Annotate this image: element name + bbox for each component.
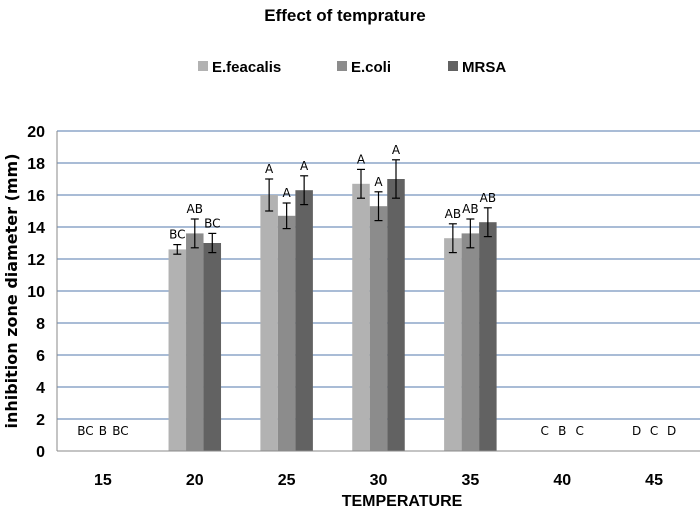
x-tick-label: 30 [370,472,388,489]
bar [479,222,497,451]
x-tick-label: 15 [94,472,112,489]
significance-label: AB [187,202,203,216]
error-bars [173,159,492,255]
y-tick-label: 20 [27,124,45,141]
y-tick-label: 2 [36,412,45,429]
bar [203,243,222,451]
bars [168,179,497,452]
y-tick-label: 10 [27,284,45,301]
bar [168,249,187,451]
legend-label: MRSA [462,59,506,76]
x-axis-label: TEMPERATURE [342,493,463,510]
legend-label: E.feacalis [212,59,281,76]
bar [186,233,204,451]
significance-label: C [650,424,658,438]
y-tick-label: 16 [27,188,45,205]
significance-label: C [576,424,584,438]
significance-label: BC [169,228,185,242]
significance-label: BC [77,424,93,438]
y-tick-label: 4 [36,380,45,397]
x-tick-label: 35 [461,472,479,489]
significance-label: B [99,424,107,438]
legend-swatch [337,61,347,71]
bar [369,206,388,451]
bar [461,233,480,451]
bar [260,195,278,451]
x-tick-label: 40 [553,472,571,489]
x-tick-label: 20 [186,472,204,489]
significance-label: AB [445,207,461,221]
significance-label: A [357,152,366,166]
significance-label: A [374,175,383,189]
bar [444,238,462,451]
x-tick-label: 25 [278,472,296,489]
significance-label: C [541,424,549,438]
significance-label: BC [204,216,220,230]
y-tick-label: 14 [27,220,45,237]
significance-label: AB [480,191,496,205]
y-tick-label: 6 [36,348,45,365]
legend: E.feacalis E.coli MRSA [198,59,506,76]
significance-label: A [392,143,401,157]
y-tick-label: 8 [36,316,45,333]
significance-label: D [632,424,641,438]
legend-swatch [198,61,208,71]
significance-label: BC [112,424,128,438]
y-axis-label: inhibition zone diameter (mm) [2,153,21,428]
y-tick-label: 0 [36,444,45,461]
significance-label: A [300,159,309,173]
bar [387,179,405,451]
y-axis-ticks: 0 2 4 6 8 10 12 14 16 18 20 [27,124,45,461]
bar [352,183,370,452]
x-axis-ticks: 15 20 25 30 35 40 45 [94,472,663,489]
legend-swatch [448,61,458,71]
bar [295,190,313,451]
significance-label: AB [462,202,478,216]
significance-label: B [558,424,566,438]
x-tick-label: 45 [645,472,663,489]
significance-label: A [265,162,274,176]
bar [277,215,296,451]
legend-label: E.coli [351,59,391,76]
chart-title: Effect of temprature [264,6,426,25]
significance-label: A [283,186,292,200]
significance-label: D [667,424,676,438]
y-tick-label: 12 [27,252,45,269]
y-tick-label: 18 [27,156,45,173]
